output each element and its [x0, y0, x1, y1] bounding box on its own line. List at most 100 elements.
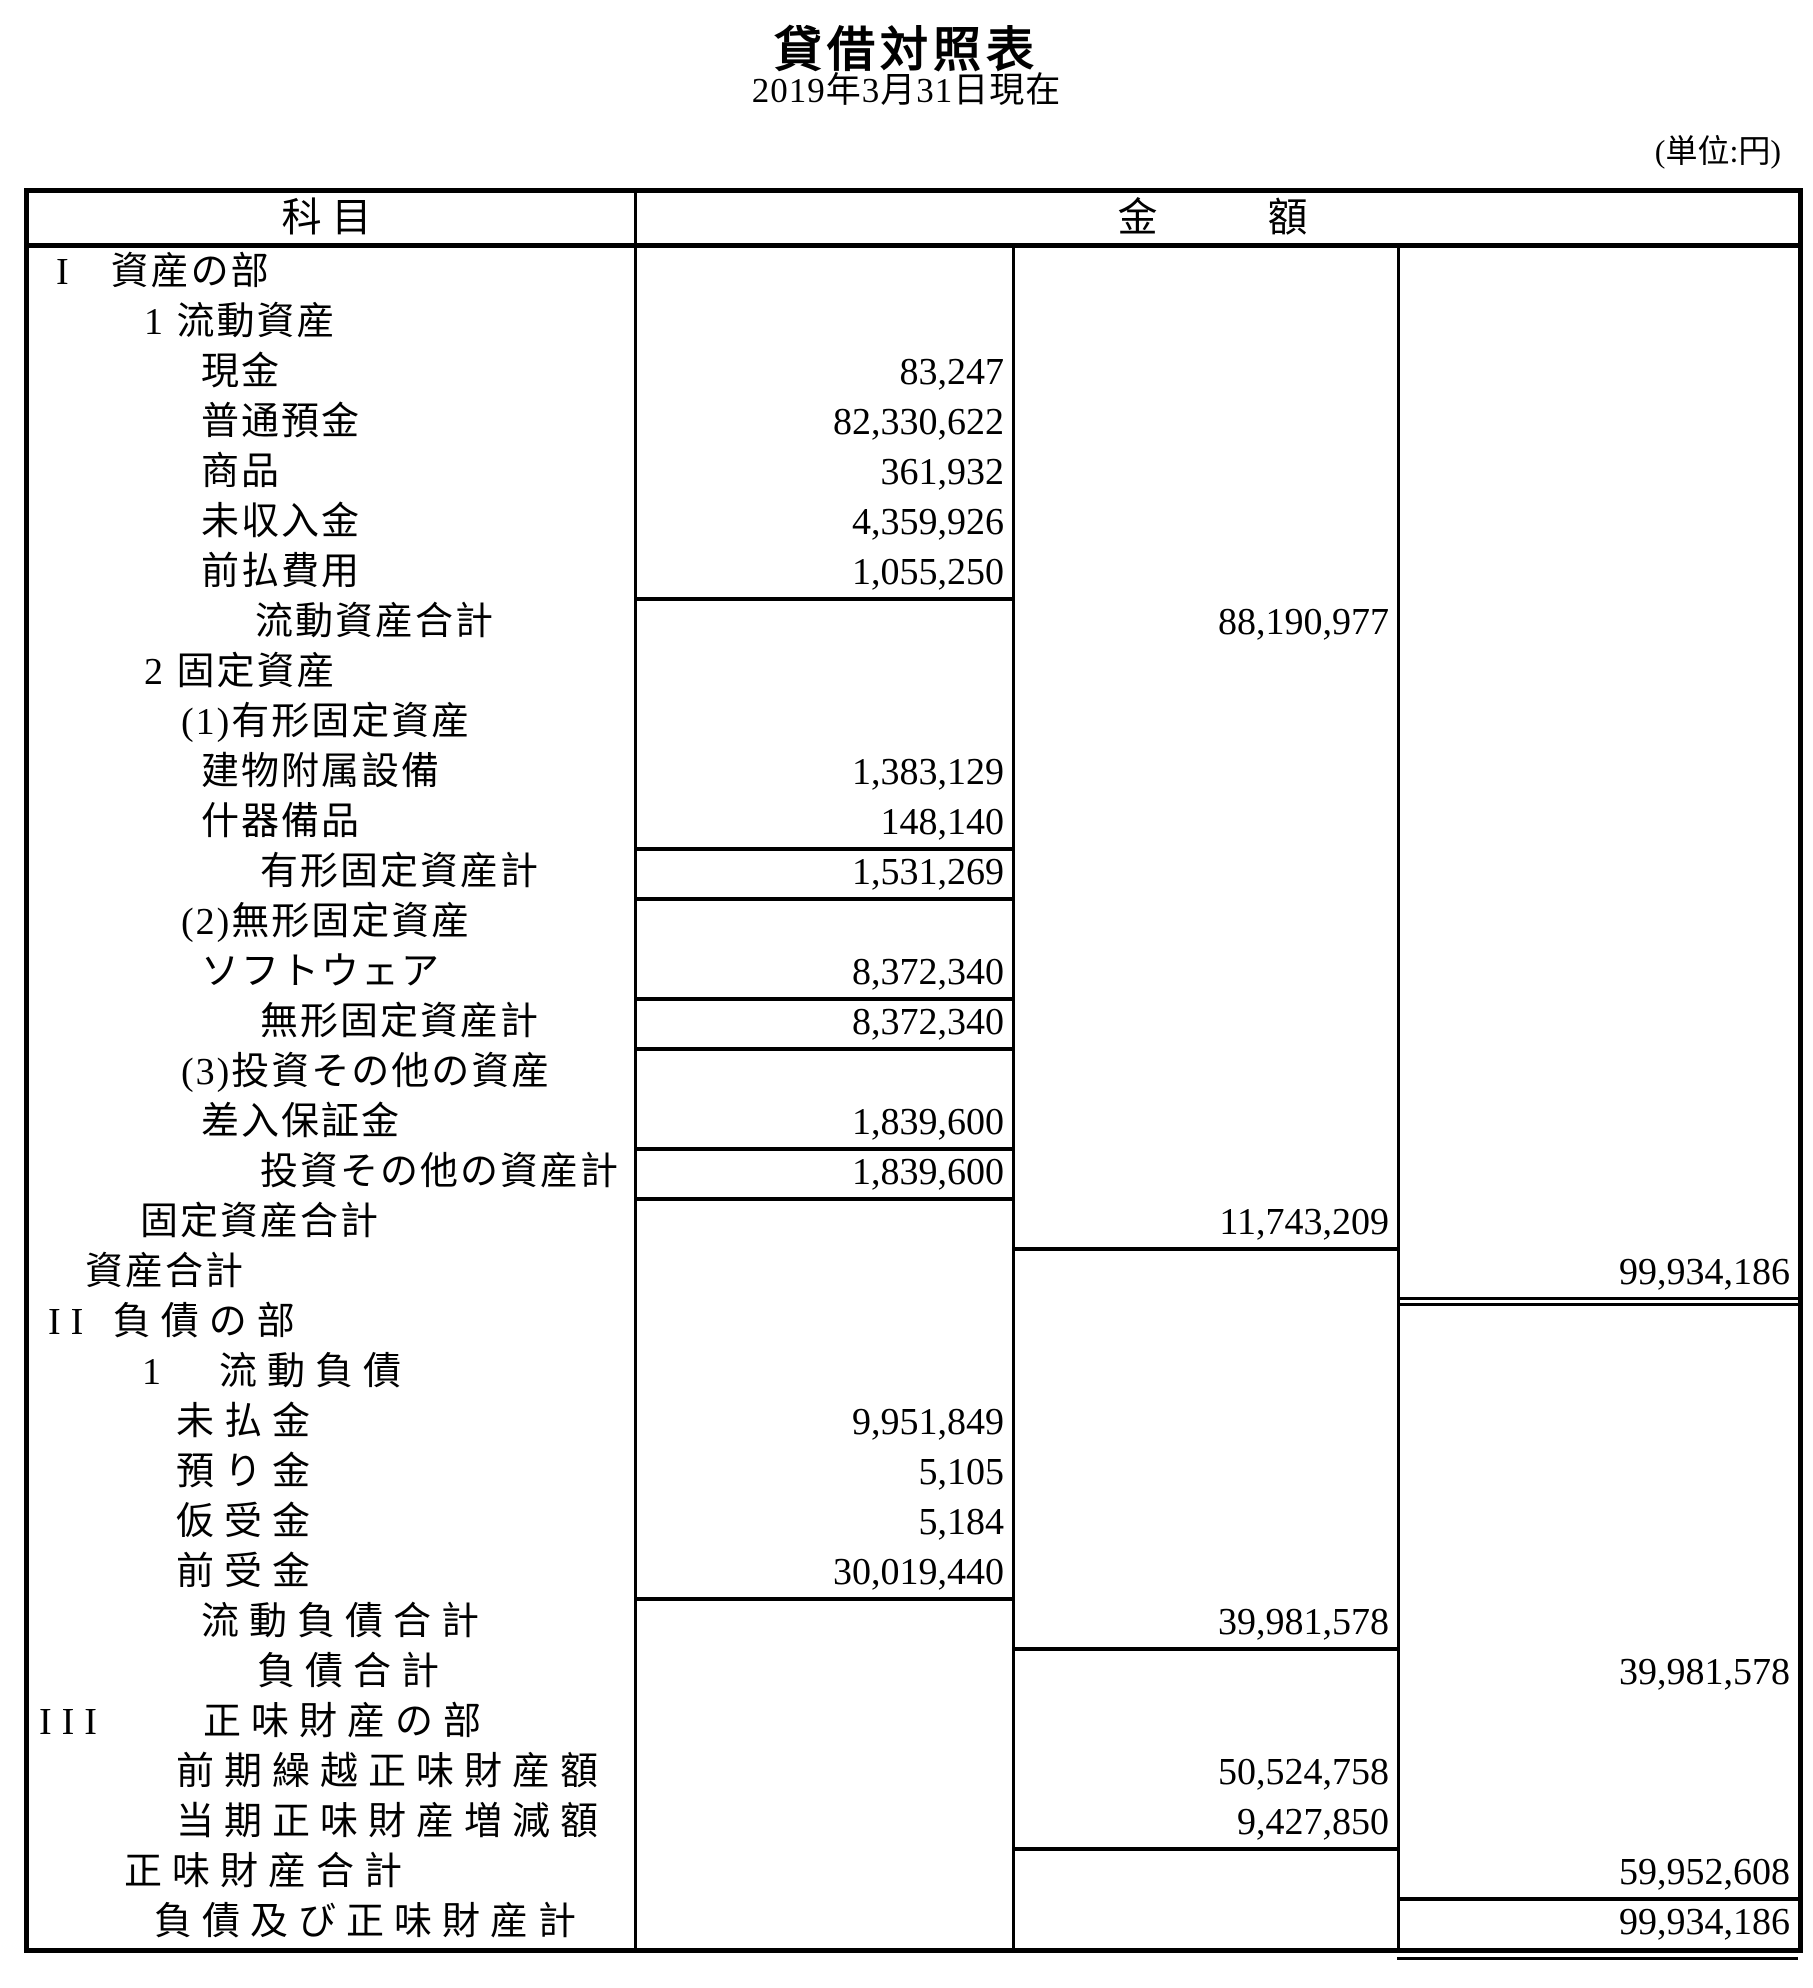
amount-col3 [1397, 348, 1798, 398]
amount-col2 [1012, 298, 1397, 348]
amount-col2 [1012, 1848, 1397, 1901]
account-label: 未払金 [176, 1401, 321, 1443]
amount-col1 [634, 1248, 1012, 1300]
table-row: (2)無形固定資産 [29, 898, 1798, 948]
amount-col3: 99,934,186 [1397, 1248, 1798, 1306]
amount-col1 [634, 1748, 1012, 1798]
amount-col2 [1012, 348, 1397, 398]
amount-col2 [1012, 1448, 1397, 1498]
amount-col1: 30,019,440 [634, 1548, 1012, 1601]
table-header-row: 科目 金 額 [29, 193, 1798, 248]
amount-col1 [634, 1898, 1012, 1948]
amount-col3 [1397, 398, 1798, 448]
account-label: 建物附属設備 [201, 751, 442, 793]
table-row: 現金 83,247 [29, 348, 1798, 398]
account-label: 流動資産合計 [255, 601, 496, 643]
amount-col2 [1012, 748, 1397, 798]
table-row: 前払費用 1,055,250 [29, 548, 1798, 601]
amount-col3: 59,952,608 [1397, 1848, 1798, 1901]
account-label: (1)有形固定資産 [181, 701, 472, 743]
column-header-subject: 科目 [281, 195, 382, 240]
amount-col3 [1397, 248, 1798, 298]
account-label: ソフトウェア [201, 951, 442, 993]
amount-col3 [1397, 1048, 1798, 1098]
table-row: 投資その他の資産計 1,839,600 [29, 1148, 1798, 1201]
amount-col2 [1012, 698, 1397, 748]
account-label: III 正味財産の部 [39, 1701, 491, 1743]
table-row: 負債及び正味財産計 99,934,186 [29, 1898, 1798, 1960]
amount-col2 [1012, 1148, 1397, 1201]
account-label: 当期正味財産増減額 [176, 1801, 609, 1843]
unit-label: (単位:円) [1654, 133, 1781, 169]
account-label: I 資産の部 [56, 251, 271, 293]
amount-col3 [1397, 1398, 1798, 1448]
account-label: 仮受金 [176, 1501, 321, 1543]
amount-col3 [1397, 1798, 1798, 1851]
amount-col1 [634, 1298, 1012, 1348]
amount-col3 [1397, 798, 1798, 851]
amount-col1 [634, 1598, 1012, 1651]
table-row: 什器備品 148,140 [29, 798, 1798, 851]
account-label: 負債及び正味財産計 [154, 1901, 587, 1943]
account-label: 1 流動資産 [144, 301, 337, 343]
amount-col2 [1012, 1348, 1397, 1398]
table-row: 建物附属設備 1,383,129 [29, 748, 1798, 798]
table-row: 預り金 5,105 [29, 1448, 1798, 1498]
amount-col3 [1397, 598, 1798, 648]
account-label: 前払費用 [201, 551, 362, 593]
table-row: 差入保証金 1,839,600 [29, 1098, 1798, 1151]
table-row: 資産合計 99,934,186 [29, 1248, 1798, 1306]
amount-col3 [1397, 548, 1798, 601]
amount-col1: 8,372,340 [634, 998, 1012, 1051]
table-row: (1)有形固定資産 [29, 698, 1798, 748]
amount-col1 [634, 1348, 1012, 1398]
amount-col3 [1397, 448, 1798, 498]
table-row: I 資産の部 [29, 248, 1798, 298]
account-label: 有形固定資産計 [260, 851, 541, 893]
table-row: II 負債の部 [29, 1298, 1798, 1348]
table-row: 当期正味財産増減額 9,427,850 [29, 1798, 1798, 1851]
amount-col2 [1012, 898, 1397, 948]
account-label: 普通預金 [201, 401, 362, 443]
amount-col1 [634, 248, 1012, 298]
amount-col3 [1397, 498, 1798, 548]
amount-col3: 99,934,186 [1397, 1898, 1798, 1960]
amount-col1: 4,359,926 [634, 498, 1012, 548]
account-label: II 負債の部 [48, 1301, 305, 1343]
amount-col1: 8,372,340 [634, 948, 1012, 1001]
table-row: III 正味財産の部 [29, 1698, 1798, 1748]
table-row: 負債合計 39,981,578 [29, 1648, 1798, 1698]
amount-col3 [1397, 298, 1798, 348]
amount-col1 [634, 1698, 1012, 1748]
account-label: 1 流動負債 [142, 1351, 412, 1393]
amount-col1: 9,951,849 [634, 1398, 1012, 1448]
amount-col2 [1012, 648, 1397, 698]
amount-col2: 39,981,578 [1012, 1598, 1397, 1651]
amount-col2 [1012, 248, 1397, 298]
table-row: (3)投資その他の資産 [29, 1048, 1798, 1098]
table-row: 未払金 9,951,849 [29, 1398, 1798, 1448]
amount-col2 [1012, 1898, 1397, 1948]
amount-col3 [1397, 1748, 1798, 1798]
amount-col1 [634, 898, 1012, 948]
account-label: 預り金 [176, 1451, 321, 1493]
amount-col2 [1012, 1648, 1397, 1698]
table-row: 前期繰越正味財産額 50,524,758 [29, 1748, 1798, 1798]
amount-col1 [634, 598, 1012, 648]
page-title: 貸借対照表 [773, 24, 1039, 77]
amount-col3 [1397, 1598, 1798, 1651]
amount-col1 [634, 1048, 1012, 1098]
table-row: 前受金 30,019,440 [29, 1548, 1798, 1601]
amount-col2 [1012, 1498, 1397, 1548]
amount-col3 [1397, 748, 1798, 798]
account-label: 無形固定資産計 [260, 1001, 541, 1043]
account-label: 固定資産合計 [140, 1201, 381, 1243]
amount-col1: 1,531,269 [634, 848, 1012, 901]
account-label: 未収入金 [201, 501, 362, 543]
account-label: 什器備品 [201, 801, 362, 843]
account-label: 前期繰越正味財産額 [176, 1751, 609, 1793]
account-label: 資産合計 [85, 1251, 246, 1293]
table-row: 流動資産合計 88,190,977 [29, 598, 1798, 648]
amount-col1: 83,247 [634, 348, 1012, 398]
